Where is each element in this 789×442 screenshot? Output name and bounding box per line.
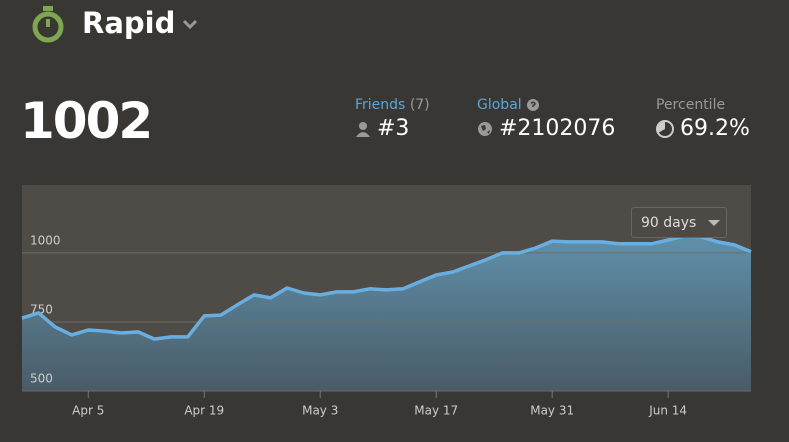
chevron[interactable] [182, 18, 198, 30]
line [21, 234, 752, 341]
global-label[interactable]: Global [477, 97, 539, 113]
friends-value: #3 [377, 116, 410, 141]
pie-icon [656, 119, 674, 138]
global-value: #2102076 [499, 116, 616, 141]
x-tick-label: May 17 [414, 404, 458, 418]
title[interactable]: Rapid [82, 6, 176, 40]
stopwatch-icon [32, 6, 64, 43]
friends-rank: #3 [355, 116, 409, 141]
percentile: 69.2% [656, 116, 750, 141]
global-rank: #2102076 [477, 116, 615, 141]
friends-text[interactable]: Friends [355, 97, 406, 113]
x-tick-label: Apr 19 [184, 404, 224, 418]
y-tick-label: 500 [30, 372, 53, 386]
help-icon[interactable] [526, 99, 539, 111]
area [22, 235, 751, 391]
x-tick-label: Apr 5 [72, 404, 104, 418]
x-tick-label: Jun 14 [648, 404, 687, 418]
x-tick-label: May 3 [302, 404, 338, 418]
range-dropdown[interactable]: 90 days [631, 207, 727, 238]
rating: 1002 [20, 92, 153, 150]
dropdown-arrow[interactable] [708, 219, 721, 227]
percentile-label: Percentile [656, 97, 726, 113]
global-text[interactable]: Global [477, 97, 522, 113]
range-text[interactable]: 90 days [641, 214, 697, 231]
globe-icon [478, 121, 492, 136]
person-icon [356, 121, 370, 137]
percentile-value: 69.2% [680, 116, 750, 141]
friends-count: (7) [409, 97, 430, 113]
y-tick-label: 1000 [30, 233, 61, 247]
x-tick-label: May 31 [530, 404, 574, 418]
friends-label[interactable]: Friends (7) [355, 97, 430, 113]
